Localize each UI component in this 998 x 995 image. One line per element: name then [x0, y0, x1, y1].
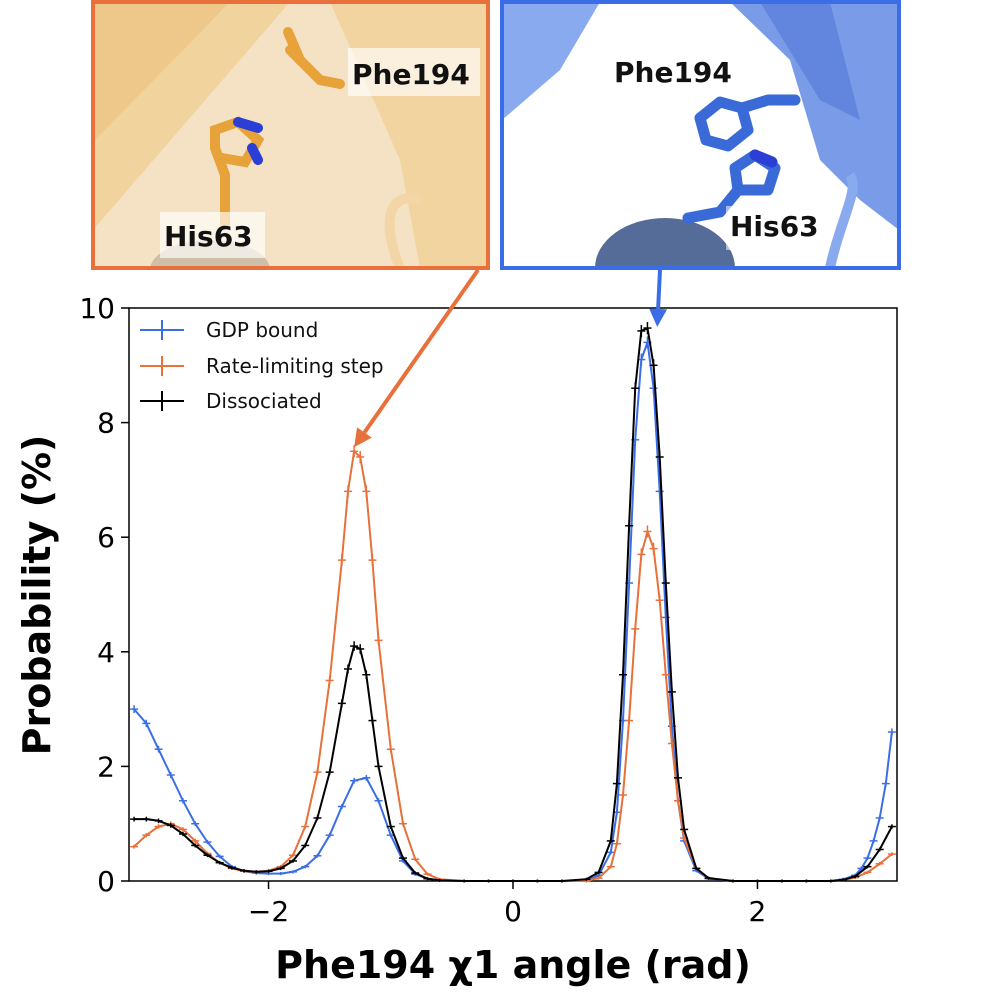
legend-label-rate-limiting-step: Rate-limiting step [206, 354, 384, 378]
right-ribbon-shade [760, 2, 860, 120]
arrow-left-inset [354, 268, 480, 448]
y-tick-label: 2 [97, 750, 115, 783]
legend-item-gdp-bound: GDP bound [140, 318, 318, 342]
x-tick-label: 0 [504, 895, 522, 928]
right-his63-label: His63 [730, 210, 819, 243]
arrow-right-inset [649, 269, 668, 327]
right-ribbon-sheet [730, 2, 899, 230]
legend-label-gdp-bound: GDP bound [206, 318, 318, 342]
left-phe194-label-bg [348, 48, 480, 96]
right-inset-frame [500, 0, 901, 270]
y-tick-label: 6 [97, 521, 115, 554]
legend-item-dissociated: Dissociated [140, 389, 322, 413]
x-axis-title: Phe194 χ1 angle (rad) [275, 943, 751, 987]
left-phe194-label: Phe194 [352, 58, 470, 91]
arrow-shaft [656, 269, 662, 310]
arrow-shaft [362, 268, 480, 434]
right-helix-end [595, 218, 735, 268]
legend: GDP bound Rate-limiting step Dissociated [140, 318, 384, 413]
series-dissociated [130, 322, 896, 883]
right-his63-label-bg [726, 206, 826, 250]
left-phe194-residue [283, 27, 345, 89]
legend-item-rate-limiting-step: Rate-limiting step [140, 354, 384, 378]
y-tick-label: 4 [97, 636, 115, 669]
series-layer [130, 322, 896, 883]
right-his63-residue [682, 149, 781, 224]
y-tick-label: 10 [79, 292, 115, 325]
right-phe194-label: Phe194 [614, 56, 732, 89]
left-inset-frame [91, 0, 490, 270]
left-ribbon-sheet-upper [95, 2, 230, 140]
arrow-head [354, 427, 372, 448]
right-phe194-residue [694, 94, 801, 152]
y-axis-title: Probability (%) [15, 435, 59, 756]
annotation-arrows [354, 268, 668, 448]
y-axis: 0 2 4 6 8 10 [79, 292, 129, 898]
left-his63-label: His63 [164, 220, 253, 253]
left-inset: Phe194 His63 [91, 0, 490, 270]
x-axis: −2 0 2 [248, 881, 766, 928]
right-inset: Phe194 His63 [500, 0, 901, 270]
left-his63-label-bg [160, 212, 265, 258]
x-tick-label: −2 [248, 895, 289, 928]
left-loop [384, 193, 422, 268]
y-tick-label: 0 [97, 865, 115, 898]
x-tick-label: 2 [749, 895, 767, 928]
plot-area [128, 307, 898, 882]
y-tick-label: 8 [97, 407, 115, 440]
right-ribbon-upper-left [502, 2, 600, 120]
arrow-head [649, 308, 668, 327]
legend-label-dissociated: Dissociated [206, 389, 322, 413]
left-his63-residue [210, 116, 265, 230]
right-loop [825, 172, 858, 268]
plot: −2 0 2 0 2 4 6 8 10 GDP bound Rate-limiting ste… [15, 268, 898, 987]
